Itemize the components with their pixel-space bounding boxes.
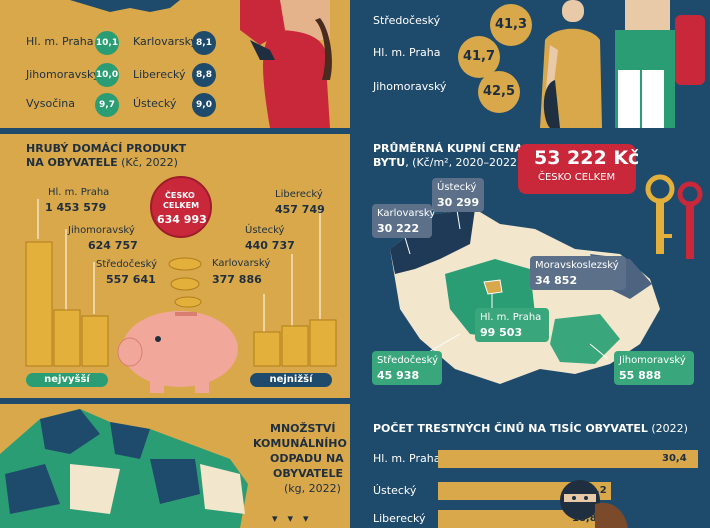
trash-icon: ▾▾▾ xyxy=(272,512,319,525)
region-label-praha xyxy=(475,308,549,342)
row-1-right-name: Karlovarský xyxy=(133,35,198,48)
flat-title-line1: PRŮMĚRNÁ KUPNÍ CENA xyxy=(373,142,523,155)
region-karlovarsky-name: Karlovarský xyxy=(377,208,436,219)
region-praha-name: Hl. m. Praha xyxy=(480,312,542,323)
region-moravskoslezsky-name: Moravskoslezský xyxy=(535,260,619,271)
gdp-title-line1: HRUBÝ DOMÁCÍ PRODUKT xyxy=(26,142,187,155)
gdp-item-6-name: Karlovarský xyxy=(212,258,271,269)
panel-gdp: HRUBÝ DOMÁCÍ PRODUKT NA OBYVATELE (Kč, 2… xyxy=(0,134,350,398)
age-row-1-name: Středočeský xyxy=(373,14,441,27)
row-2-right-name: Liberecký xyxy=(133,68,186,81)
row-1-right-value: 8,1 xyxy=(192,31,216,55)
czech-waste-map xyxy=(0,409,248,528)
row-3-left-name: Vysočina xyxy=(26,97,76,110)
gdp-item-4-value: 457 749 xyxy=(275,203,325,216)
waste-title-line3: ODPADU NA xyxy=(270,452,344,465)
crime-row-1-bar xyxy=(438,450,698,468)
crime-row-3-bar xyxy=(438,510,599,528)
flat-title-rest: , (Kč/m², 2020–2022) xyxy=(405,156,522,169)
gdp-item-6-value: 377 886 xyxy=(212,273,262,286)
flat-total-value: 53 222 Kč xyxy=(534,147,640,169)
waste-title-line5: (kg, 2022) xyxy=(284,482,341,495)
region-ustecky-name: Ústecký xyxy=(437,182,477,193)
region-moravskoslezsky-value: 34 852 xyxy=(535,274,578,287)
elderly-couple-illustration xyxy=(540,0,705,128)
region-ustecky-value: 30 299 xyxy=(437,196,480,209)
region-karlovarsky-value: 30 222 xyxy=(377,222,420,235)
gdp-item-5-name: Ústecký xyxy=(245,225,285,236)
row-2-left-value: 10,0 xyxy=(95,63,119,87)
crime-title-rest: (2022) xyxy=(647,422,688,435)
gdp-item-1-name: Hl. m. Praha xyxy=(48,187,110,198)
gdp-item-4-name: Liberecký xyxy=(275,189,323,200)
highest-badge: nejvyšší xyxy=(26,373,108,387)
czech-total-value: 634 993 xyxy=(157,213,207,226)
flat-title-line2: BYTU, (Kč/m², 2020–2022) xyxy=(373,156,521,169)
gdp-title-rest: (Kč, 2022) xyxy=(117,156,178,169)
person-illustration xyxy=(240,0,332,128)
gdp-item-2-value: 624 757 xyxy=(88,239,138,252)
row-2-left-name: Jihomoravský xyxy=(26,68,100,81)
region-jihomoravsky-value: 55 888 xyxy=(619,369,662,382)
burglar-illustration xyxy=(560,480,628,528)
flat-total-tag xyxy=(518,144,636,194)
region-label-moravskoslezsky xyxy=(530,256,626,290)
region-label-ustecky xyxy=(432,178,484,212)
gdp-item-3-name: Středočeský xyxy=(96,259,157,270)
row-2-right-value: 8,8 xyxy=(192,63,216,87)
flat-title-bold: BYTU xyxy=(373,156,406,169)
waste-title-line2: KOMUNÁLNÍHO xyxy=(253,437,347,450)
region-label-jihomoravsky xyxy=(614,351,694,385)
crime-row-1-name: Hl. m. Praha xyxy=(373,452,441,465)
row-1-left-name: Hl. m. Praha xyxy=(26,35,94,48)
czech-total-label-2: CELKEM xyxy=(163,201,200,210)
region-stredocesky-value: 45 938 xyxy=(377,369,420,382)
crime-row-3-name: Liberecký xyxy=(373,512,426,525)
czech-map-fragment xyxy=(70,0,180,12)
flat-total-label: ČESKO CELKEM xyxy=(538,172,616,183)
row-3-right-value: 9,0 xyxy=(192,93,216,117)
region-jihomoravsky-name: Jihomoravský xyxy=(619,355,686,366)
panel-flat-price: PRŮMĚRNÁ KUPNÍ CENA BYTU, (Kč/m², 2020–2… xyxy=(360,134,710,398)
gdp-illustration xyxy=(25,176,337,393)
panel-crime: POČET TRESTNÝCH ČINŮ NA TISÍC OBYVATEL (… xyxy=(360,404,710,528)
waste-title-line1: MNOŽSTVÍ xyxy=(270,422,336,435)
row-1-left-value: 10,1 xyxy=(95,31,119,55)
panel-top-right: Středočeský 41,3 Hl. m. Praha 41,7 Jihom… xyxy=(360,0,710,128)
region-label-karlovarsky xyxy=(372,204,432,238)
age-row-2-name: Hl. m. Praha xyxy=(373,46,441,59)
czech-total-label-1: ČESKO xyxy=(165,191,195,200)
gdp-item-2-name: Jihomoravský xyxy=(68,225,135,236)
crime-row-2-name: Ústecký xyxy=(373,484,417,497)
panel-waste: MNOŽSTVÍ KOMUNÁLNÍHO ODPADU NA OBYVATELE… xyxy=(0,404,350,528)
gdp-item-1-value: 1 453 579 xyxy=(45,201,107,214)
lowest-badge: nejnižší xyxy=(250,373,332,387)
age-row-3-name: Jihomoravský xyxy=(373,80,447,93)
region-stredocesky-name: Středočeský xyxy=(377,355,438,366)
crime-title-bold: POČET TRESTNÝCH ČINŮ NA TISÍC OBYVATEL xyxy=(373,422,648,435)
gdp-title-bold: NA OBYVATELE xyxy=(26,156,118,169)
crime-row-1-value: 30,4 xyxy=(662,453,687,464)
gdp-item-3-value: 557 641 xyxy=(106,273,156,286)
age-row-1-value: 41,3 xyxy=(490,4,532,46)
gdp-item-5-value: 440 737 xyxy=(245,239,295,252)
gdp-title-line2: NA OBYVATELE (Kč, 2022) xyxy=(26,156,178,169)
region-praha-value: 99 503 xyxy=(480,326,523,339)
panel-top-left: Hl. m. Praha 10,1 Karlovarský 8,1 Jihomo… xyxy=(0,0,350,128)
waste-title-line4: OBYVATELE xyxy=(273,467,344,480)
row-3-right-name: Ústecký xyxy=(133,97,177,110)
age-row-3-value: 42,5 xyxy=(478,71,520,113)
crime-title: POČET TRESTNÝCH ČINŮ NA TISÍC OBYVATEL (… xyxy=(373,422,688,435)
region-label-stredocesky xyxy=(372,351,442,385)
row-3-left-value: 9,7 xyxy=(95,93,119,117)
